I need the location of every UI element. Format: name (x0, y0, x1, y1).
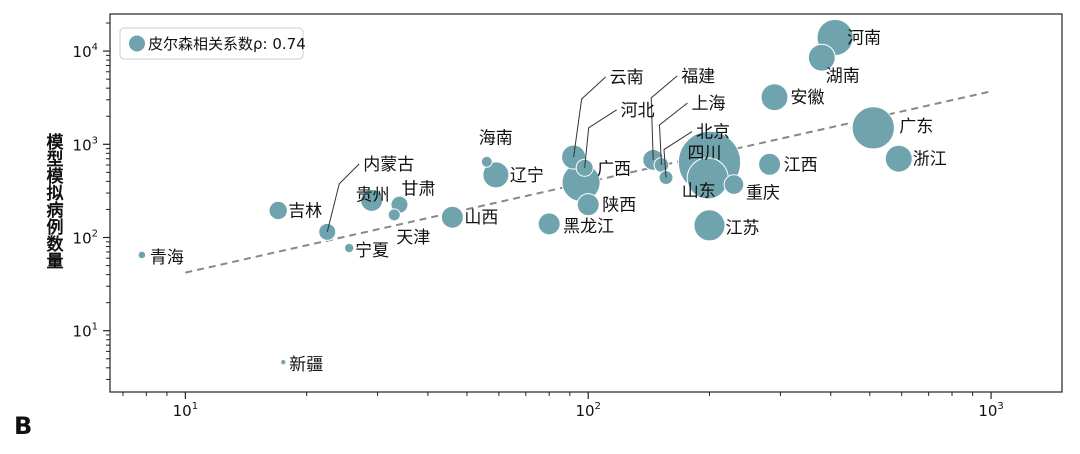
label-leader-line (584, 109, 617, 168)
label-leader-line (658, 102, 688, 165)
label-leader-line (650, 75, 678, 160)
point-label: 福建 (681, 67, 715, 87)
point-label: 海南 (479, 129, 513, 149)
point-label: 四川 (687, 143, 721, 163)
point-label: 湖南 (826, 67, 860, 87)
label-leader-line (663, 131, 693, 178)
y-axis-label: 模型模拟病例数量 (47, 132, 65, 272)
data-point (280, 358, 287, 366)
data-point (268, 200, 288, 221)
plot-frame (109, 13, 1063, 393)
point-label: 山西 (464, 208, 498, 228)
data-point (884, 144, 913, 173)
point-label: 河南 (847, 28, 881, 48)
point-label: 黑龙江 (563, 217, 614, 237)
point-label: 吉林 (288, 201, 322, 221)
point-label: 广西 (597, 159, 631, 179)
point-label: 辽宁 (510, 166, 544, 186)
data-point (723, 174, 745, 195)
data-point (387, 208, 401, 222)
x-tick-label: 103 (978, 401, 1003, 420)
data-point (693, 209, 726, 242)
point-label: 重庆 (746, 184, 780, 204)
point-label: 安徽 (790, 88, 824, 108)
point-label: 宁夏 (355, 241, 389, 261)
data-point (758, 152, 782, 176)
point-label: 甘肃 (401, 180, 435, 200)
label-leader-line (326, 163, 360, 232)
data-point (343, 242, 355, 254)
data-point (480, 155, 493, 168)
x-tick-label: 102 (575, 401, 600, 420)
point-label: 陕西 (602, 196, 636, 216)
data-point (137, 250, 147, 260)
data-point (537, 212, 561, 236)
data-point (360, 188, 384, 212)
point-label: 云南 (610, 68, 644, 88)
y-tick-label: 102 (73, 229, 98, 248)
data-point (851, 106, 895, 150)
data-point (760, 83, 789, 112)
point-label: 贵州 (356, 185, 390, 205)
point-label: 上海 (691, 94, 725, 114)
data-point (807, 43, 836, 72)
data-point (440, 205, 464, 229)
point-label: 广东 (899, 117, 933, 137)
point-label: 河北 (621, 101, 655, 121)
point-label: 浙江 (913, 150, 947, 170)
data-point (576, 193, 600, 217)
y-tick-label: 101 (73, 322, 98, 341)
point-label: 内蒙古 (363, 155, 414, 175)
point-label: 天津 (396, 228, 430, 248)
point-label: 山东 (682, 181, 716, 201)
point-label: 青海 (150, 248, 184, 268)
point-label: 新疆 (289, 355, 323, 375)
label-leader-line (573, 76, 606, 158)
y-tick-label: 103 (73, 135, 98, 154)
panel-letter: B (14, 412, 33, 440)
x-tick-label: 101 (173, 401, 198, 420)
point-label: 北京 (696, 123, 730, 143)
legend-marker (129, 35, 145, 52)
legend-box (119, 27, 304, 60)
point-label: 江苏 (725, 218, 759, 238)
legend-label: 皮尔森相关系数ρ: 0.74 (148, 35, 306, 53)
data-point (482, 161, 510, 189)
point-label: 江西 (784, 155, 818, 175)
y-tick-label: 104 (73, 42, 98, 61)
